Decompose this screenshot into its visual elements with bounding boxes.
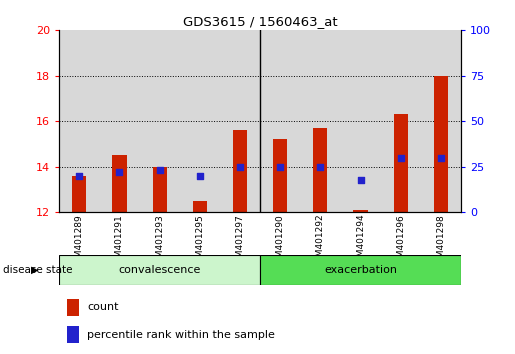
Text: count: count <box>88 302 119 312</box>
Point <box>236 164 244 170</box>
Bar <box>112 155 127 212</box>
Text: convalescence: convalescence <box>118 265 201 275</box>
Bar <box>140 30 180 212</box>
Point <box>276 164 284 170</box>
Point <box>437 155 445 160</box>
Bar <box>300 30 340 212</box>
Point <box>156 168 164 173</box>
Point <box>196 173 204 179</box>
Point <box>356 177 365 182</box>
Bar <box>220 30 260 212</box>
Bar <box>273 139 287 212</box>
Bar <box>152 167 167 212</box>
Bar <box>193 201 207 212</box>
Bar <box>67 299 79 315</box>
Title: GDS3615 / 1560463_at: GDS3615 / 1560463_at <box>183 15 337 28</box>
Point <box>75 173 83 179</box>
Bar <box>353 210 368 212</box>
Text: percentile rank within the sample: percentile rank within the sample <box>88 330 275 340</box>
Bar <box>393 114 408 212</box>
Bar <box>340 30 381 212</box>
Bar <box>67 326 79 343</box>
Bar <box>59 30 99 212</box>
Bar <box>260 30 300 212</box>
Point <box>397 155 405 160</box>
Bar <box>180 30 220 212</box>
Bar <box>313 128 328 212</box>
Bar <box>260 255 461 285</box>
Text: exacerbation: exacerbation <box>324 265 397 275</box>
Bar <box>72 176 87 212</box>
Bar <box>233 130 247 212</box>
Bar <box>381 30 421 212</box>
Text: disease state: disease state <box>3 265 72 275</box>
Bar <box>434 76 448 212</box>
Point <box>115 170 124 175</box>
Bar <box>99 30 140 212</box>
Bar <box>421 30 461 212</box>
Point <box>316 164 324 170</box>
Text: ▶: ▶ <box>31 265 39 275</box>
Bar <box>59 255 260 285</box>
